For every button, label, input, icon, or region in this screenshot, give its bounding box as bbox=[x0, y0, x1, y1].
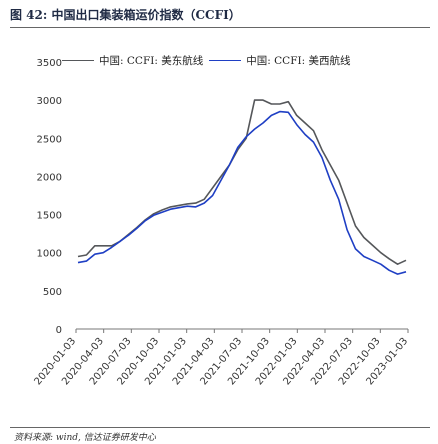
series-line-1 bbox=[77, 110, 407, 275]
legend-item-west: 中国: CCFI: 美西航线 bbox=[209, 53, 351, 68]
figure-title: 图 42: 中国出口集装箱运价指数（CCFI） bbox=[10, 8, 241, 22]
source-note: 资料来源: wind, 信达证券研发中心 bbox=[14, 433, 156, 443]
legend-label-east: 中国: CCFI: 美东航线 bbox=[99, 55, 204, 67]
y-tick-label: 1000 bbox=[37, 249, 62, 260]
legend-swatch-west bbox=[209, 60, 242, 61]
series-line-0 bbox=[77, 99, 407, 265]
title-divider bbox=[10, 27, 430, 28]
legend-item-east: 中国: CCFI: 美东航线 bbox=[62, 53, 203, 68]
y-tick-label: 1500 bbox=[37, 211, 62, 222]
chart-legend: 中国: CCFI: 美东航线 中国: CCFI: 美西航线 bbox=[62, 53, 351, 68]
y-tick-label: 2000 bbox=[37, 172, 62, 183]
y-tick-label: 0 bbox=[56, 325, 62, 336]
y-tick-label: 2500 bbox=[37, 134, 62, 145]
y-tick-label: 3500 bbox=[37, 58, 62, 69]
source-divider bbox=[10, 427, 430, 428]
legend-swatch-east bbox=[62, 60, 94, 61]
y-tick-label: 500 bbox=[43, 287, 62, 298]
line-chart: 05001000150020002500300035002020-01-0320… bbox=[33, 58, 411, 387]
y-tick-label: 3000 bbox=[37, 96, 62, 107]
legend-label-west: 中国: CCFI: 美西航线 bbox=[246, 55, 351, 67]
